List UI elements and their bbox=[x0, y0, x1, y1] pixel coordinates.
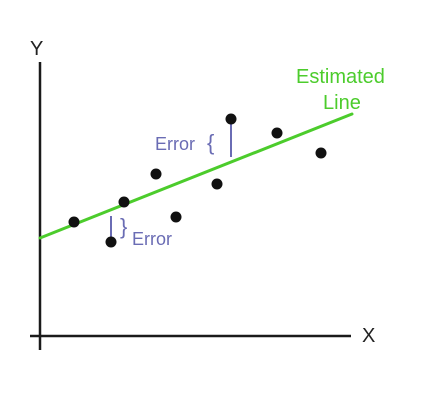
estimated-line-label-top: Estimated bbox=[296, 66, 385, 88]
data-point bbox=[225, 113, 237, 125]
upper-error-brace: { bbox=[207, 130, 214, 155]
data-point bbox=[271, 127, 283, 139]
upper-error-label: Error bbox=[155, 134, 195, 154]
data-point bbox=[315, 147, 327, 159]
lower-error-brace: } bbox=[120, 214, 127, 239]
data-point bbox=[118, 196, 130, 208]
lower-error-label: Error bbox=[132, 229, 172, 249]
estimated-line bbox=[38, 112, 354, 240]
data-point bbox=[68, 216, 80, 228]
y-axis-label: Y bbox=[30, 38, 43, 60]
data-point bbox=[170, 211, 182, 223]
data-point bbox=[105, 236, 117, 248]
estimated-line-label-bottom: Line bbox=[323, 92, 361, 114]
data-point bbox=[211, 178, 223, 190]
x-axis-label: X bbox=[362, 325, 375, 347]
data-point bbox=[150, 168, 162, 180]
